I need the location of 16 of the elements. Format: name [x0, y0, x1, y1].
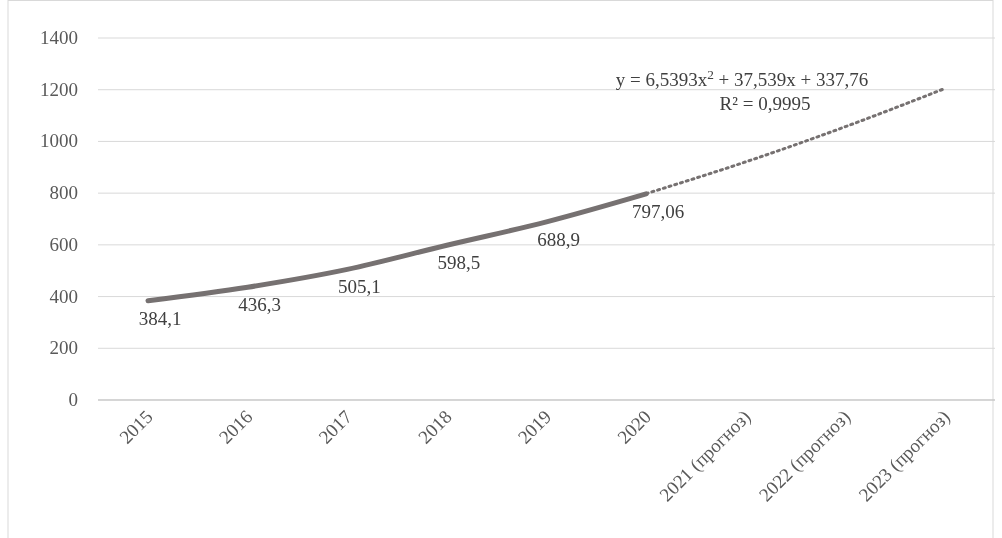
- data-label: 688,9: [537, 228, 580, 250]
- data-label: 384,1: [138, 307, 182, 329]
- data-label: 797,06: [632, 200, 685, 222]
- y-tick-label: 0: [68, 389, 78, 410]
- y-tick-label: 200: [49, 337, 78, 359]
- y-tick-label: 600: [49, 233, 78, 255]
- y-tick-label: 400: [49, 285, 78, 307]
- annotation: y = 6,5393x$^{2}$ + 37,539x + 337,76: [615, 66, 869, 90]
- data-label: 505,1: [337, 276, 381, 298]
- y-tick-label: 1400: [40, 27, 78, 48]
- y-tick-label: 800: [49, 182, 78, 204]
- y-tick-label: 1200: [40, 78, 78, 100]
- y-tick-label: 1000: [40, 130, 78, 152]
- data-label: 436,3: [238, 294, 281, 316]
- data-label: 598,5: [437, 252, 481, 274]
- annotation: R² = 0,9995: [719, 93, 811, 114]
